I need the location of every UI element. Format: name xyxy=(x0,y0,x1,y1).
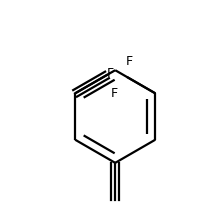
Text: F: F xyxy=(126,55,133,68)
Text: F: F xyxy=(107,67,114,80)
Text: F: F xyxy=(111,87,118,100)
